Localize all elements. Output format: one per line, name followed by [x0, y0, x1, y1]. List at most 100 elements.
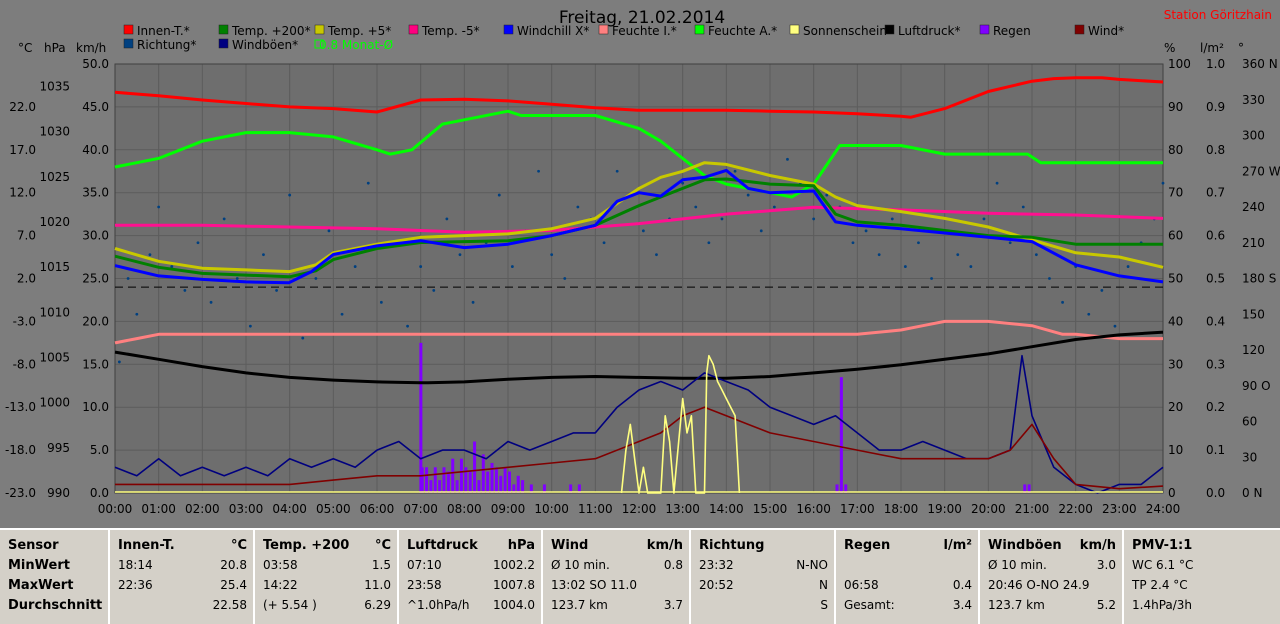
series-line-innen-t- — [114, 76, 1164, 119]
legend-swatch — [598, 24, 609, 35]
rain-bar — [839, 377, 843, 493]
stats-row: 123.7 km 5.2 — [988, 598, 1116, 618]
legend-swatch — [1074, 24, 1085, 35]
x-tick-label: 20:00 — [971, 502, 1006, 516]
stats-column-unit: km/h — [1079, 538, 1116, 553]
stats-row: 20:52 N — [699, 578, 828, 598]
legend-label: Temp. +200* — [231, 24, 311, 38]
stats-cell: 20.8 — [220, 558, 247, 572]
direction-point — [641, 229, 645, 233]
direction-point — [126, 277, 130, 280]
direction-tick-label: 360 N — [1242, 57, 1278, 71]
direction-point — [445, 217, 449, 221]
stats-cell: 0.4 — [952, 578, 972, 592]
pressure-tick-label: 1035 — [39, 80, 70, 94]
legend-swatch — [314, 24, 325, 35]
humidity-tick-label: 90 — [1168, 100, 1183, 114]
stats-column-name: Wind — [551, 538, 589, 553]
rain-tick-label: 0.3 — [1206, 357, 1225, 371]
stats-cell: 14:22 — [263, 578, 298, 592]
legend-swatch — [408, 24, 419, 35]
stats-cell: 0.8 — [663, 558, 683, 572]
pressure-tick-label: 1000 — [39, 396, 70, 410]
rain-tick-label: 0.7 — [1206, 186, 1225, 200]
stats-row: 22.58 — [118, 598, 247, 618]
stats-label-header: Sensor — [8, 538, 59, 553]
pressure-tick-label: 1005 — [39, 351, 70, 365]
stats-cell: 20:52 — [699, 578, 734, 592]
rain-tick-label: 0.0 — [1206, 486, 1225, 500]
direction-point — [1087, 312, 1091, 316]
rain-tick-label: 0.6 — [1206, 229, 1225, 243]
direction-point — [419, 265, 423, 268]
rain-bar — [468, 471, 472, 493]
humidity-tick-label: 70 — [1168, 186, 1183, 200]
direction-point — [353, 265, 357, 268]
rain-tick-label: 0.2 — [1206, 400, 1225, 414]
x-tick-label: 17:00 — [840, 502, 875, 516]
direction-point — [615, 169, 619, 173]
stats-cell: N-NO — [796, 558, 828, 572]
direction-tick-label: 300 — [1242, 129, 1265, 143]
weather-chart: Freitag, 21.02.2014 Station Göritzhain I… — [4, 8, 1280, 516]
direction-point — [903, 265, 907, 268]
legend-swatch — [123, 24, 134, 35]
stats-cell: WC 6.1 °C — [1132, 558, 1194, 572]
legend-label: Wind* — [1088, 24, 1124, 38]
stats-column: Temp. +200 °C 03:58 1.5 14:22 11.0 (+ 5.54 ) 6.… — [253, 530, 397, 624]
rain-bar — [835, 484, 839, 493]
x-tick-label: 04:00 — [272, 502, 307, 516]
direction-point — [1034, 253, 1038, 257]
stats-cell: 3.0 — [1096, 558, 1116, 572]
x-tick-label: 03:00 — [229, 502, 264, 516]
stats-row: Ø 10 min. 0.8 — [551, 558, 683, 578]
wind-tick-label: 30.0 — [82, 229, 109, 243]
direction-tick-label: 210 — [1242, 236, 1265, 250]
rain-bar — [1023, 484, 1027, 493]
direction-point — [563, 277, 567, 280]
x-tick-label: 22:00 — [1058, 502, 1093, 516]
x-tick-label: 09:00 — [491, 502, 526, 516]
rain-bar — [419, 342, 423, 493]
stats-cell: 5.2 — [1096, 598, 1116, 612]
stats-cell: 1007.8 — [493, 578, 535, 592]
stats-cell: 6.29 — [364, 598, 391, 612]
direction-point — [248, 324, 252, 328]
stats-column-header: Luftdruck hPa — [407, 538, 535, 558]
direction-tick-label: 330 — [1242, 93, 1265, 107]
direction-tick-label: 0 N — [1242, 486, 1262, 500]
legend-label: Regen — [993, 24, 1031, 38]
x-tick-label: 06:00 — [360, 502, 395, 516]
stats-label-max: MaxWert — [8, 578, 74, 593]
stats-row: 13:02 SO 11.0 — [551, 578, 683, 598]
direction-point — [930, 277, 933, 280]
x-tick-label: 01:00 — [141, 502, 176, 516]
legend-swatch — [694, 24, 705, 35]
temp-tick-label: -3.0 — [13, 314, 36, 328]
stats-row: 06:58 0.4 — [844, 578, 972, 598]
rain-bar — [438, 480, 442, 493]
x-tick-label: 24:00 — [1146, 502, 1181, 516]
data-marks — [114, 76, 1165, 494]
stats-column-name: Luftdruck — [407, 538, 478, 553]
direction-point — [1008, 241, 1012, 245]
stats-column-unit: °C — [230, 538, 247, 553]
x-tick-label: 13:00 — [665, 502, 700, 516]
direction-point — [432, 289, 436, 292]
direction-point — [786, 157, 789, 161]
direction-point — [379, 300, 383, 304]
stats-row-labels: Sensor MinWert MaxWert Durchschnitt — [0, 530, 108, 624]
direction-point — [117, 360, 121, 364]
stats-column-unit: °C — [374, 538, 391, 553]
direction-point — [864, 229, 868, 233]
direction-point — [209, 300, 213, 304]
direction-point — [655, 253, 658, 257]
rain-bar — [577, 484, 581, 493]
rain-bar — [455, 480, 459, 493]
rain-bar — [425, 467, 429, 493]
stats-cell: 03:58 — [263, 558, 298, 572]
legend-label: Temp. +5* — [327, 24, 391, 38]
stats-cell: 1004.0 — [493, 598, 535, 612]
series-line-temp-5- — [115, 205, 1164, 234]
legend-label: Innen-T.* — [137, 24, 190, 38]
